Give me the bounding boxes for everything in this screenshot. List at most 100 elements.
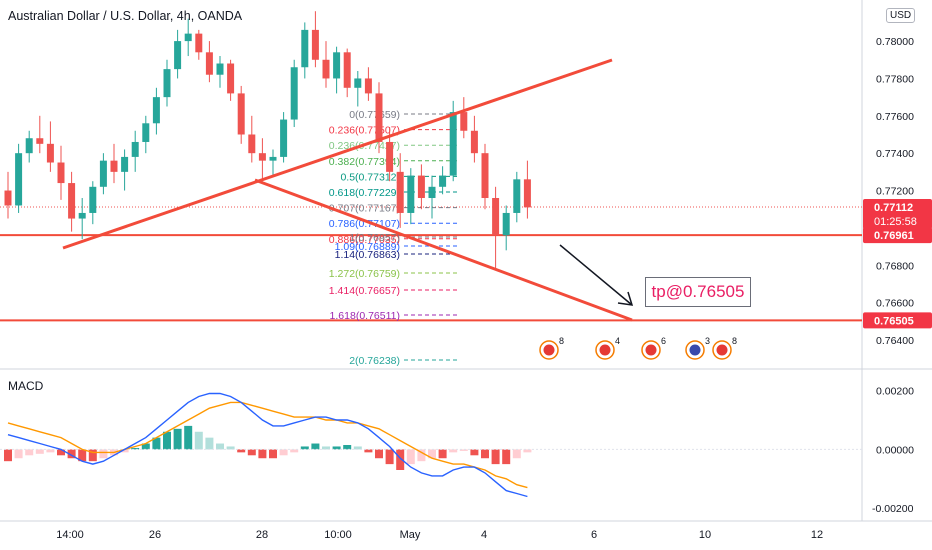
economic-event-icon: 3: [685, 336, 710, 360]
macd-histogram-bar: [353, 446, 362, 450]
macd-histogram-bar: [491, 449, 500, 465]
candle-body: [460, 112, 468, 131]
price-axis-badge: [863, 312, 932, 329]
macd-histogram-bar: [237, 449, 246, 453]
price-axis-badge-text: 0.76961: [874, 230, 914, 242]
candle-body: [152, 97, 160, 124]
symbol-title: Australian Dollar / U.S. Dollar, 4h, OAN…: [8, 9, 243, 23]
candle-body: [131, 141, 139, 157]
candle-body: [15, 153, 23, 206]
candle-body: [301, 29, 309, 68]
time-tick-label: 6: [591, 529, 597, 541]
candle-body: [237, 93, 245, 135]
macd-histogram-bar: [4, 449, 12, 462]
fib-level-label: 1.618(0.76511): [330, 310, 400, 322]
macd-histogram-bar: [322, 446, 330, 450]
fib-level-label: 1.14(0.76863): [335, 249, 400, 261]
macd-histogram-bar: [131, 447, 140, 450]
fib-level-label: 0.618(0.77229): [329, 187, 400, 199]
economic-event-icon: 4: [595, 336, 620, 360]
macd-histogram-bar: [141, 443, 150, 450]
event-flag-fill: [599, 344, 611, 356]
candle-body: [364, 78, 372, 94]
macd-histogram-bar: [120, 449, 129, 453]
macd-histogram-bar: [417, 449, 426, 462]
candle-body: [36, 138, 44, 144]
price-tick-label: 0.76600: [876, 298, 914, 310]
price-tick-label: 0.78000: [876, 36, 914, 48]
price-axis-badge: [863, 198, 932, 229]
macd-histogram-bar: [343, 445, 352, 450]
macd-histogram-bar: [502, 449, 511, 465]
time-tick-label: 10:00: [324, 529, 352, 541]
candle-body: [216, 63, 224, 75]
candle-body: [523, 179, 531, 208]
candle-body: [343, 52, 351, 88]
candle-body: [248, 134, 256, 154]
macd-histogram-bar: [396, 449, 405, 470]
macd-histogram-bar: [438, 449, 447, 459]
macd-histogram-bar: [449, 449, 458, 453]
candle-body: [492, 198, 500, 236]
candle-body: [449, 112, 457, 176]
price-tick-label: 0.76800: [876, 260, 914, 272]
macd-histogram-bar: [311, 443, 320, 450]
take-profit-label[interactable]: tp@0.76505: [645, 277, 751, 307]
event-count: 6: [661, 336, 666, 346]
macd-histogram-bar: [523, 449, 532, 453]
macd-histogram-bar: [14, 449, 23, 459]
fib-level-label: 1(0.76957): [349, 232, 400, 244]
macd-histogram-bar: [332, 446, 341, 450]
fib-level-label: 0(0.77659): [349, 109, 400, 121]
event-flag-fill: [645, 344, 657, 356]
candle-body: [110, 160, 118, 172]
event-count: 4: [615, 336, 620, 346]
macd-histogram-bar: [375, 449, 383, 459]
economic-event-icon: 8: [712, 336, 737, 360]
candle-body: [174, 41, 182, 70]
macd-histogram-bar: [57, 449, 65, 456]
event-flag-fill: [543, 344, 555, 356]
macd-histogram-bar: [258, 449, 267, 459]
candle-body: [407, 175, 415, 213]
price-axis-badge-text: 0.76505: [874, 315, 914, 327]
arrow-line: [559, 244, 633, 306]
macd-histogram-bar: [279, 449, 288, 456]
candle-body: [322, 59, 330, 79]
event-count: 8: [559, 336, 564, 346]
currency-button[interactable]: USD: [886, 8, 916, 23]
trend-line: [62, 58, 613, 250]
candle-body: [4, 190, 12, 206]
macd-histogram-bar: [269, 449, 277, 459]
price-tick-label: 0.77200: [876, 186, 914, 198]
macd-histogram-bar: [35, 449, 44, 454]
candle-body: [78, 212, 86, 219]
macd-line: [7, 392, 528, 498]
signal-line: [7, 401, 528, 489]
candle-body: [470, 130, 478, 154]
candle-body: [163, 69, 171, 98]
macd-histogram-bar: [67, 449, 76, 459]
macd-histogram-bar: [163, 431, 171, 450]
macd-histogram-bar: [470, 449, 479, 456]
candle-body: [57, 162, 65, 184]
trend-line: [254, 178, 633, 322]
macd-histogram-bar: [99, 449, 108, 459]
candle-body: [280, 119, 288, 157]
event-flag-fill: [689, 344, 701, 356]
macd-title: MACD: [8, 379, 44, 393]
candle-body: [311, 29, 319, 60]
candle-body: [502, 212, 510, 236]
macd-histogram-bar: [78, 449, 87, 462]
time-tick-label: 26: [149, 529, 161, 541]
macd-histogram-bar: [25, 449, 34, 456]
macd-histogram-bar: [428, 449, 436, 459]
candle-body: [68, 183, 76, 219]
macd-histogram-bar: [184, 425, 193, 450]
fib-level-label: 0.886(0.77035): [329, 234, 400, 246]
time-tick-label: 14:00: [56, 529, 84, 541]
candle-body: [99, 160, 107, 187]
fib-level-label: 1.272(0.76759): [329, 268, 400, 280]
time-tick-label: 12: [811, 529, 823, 541]
